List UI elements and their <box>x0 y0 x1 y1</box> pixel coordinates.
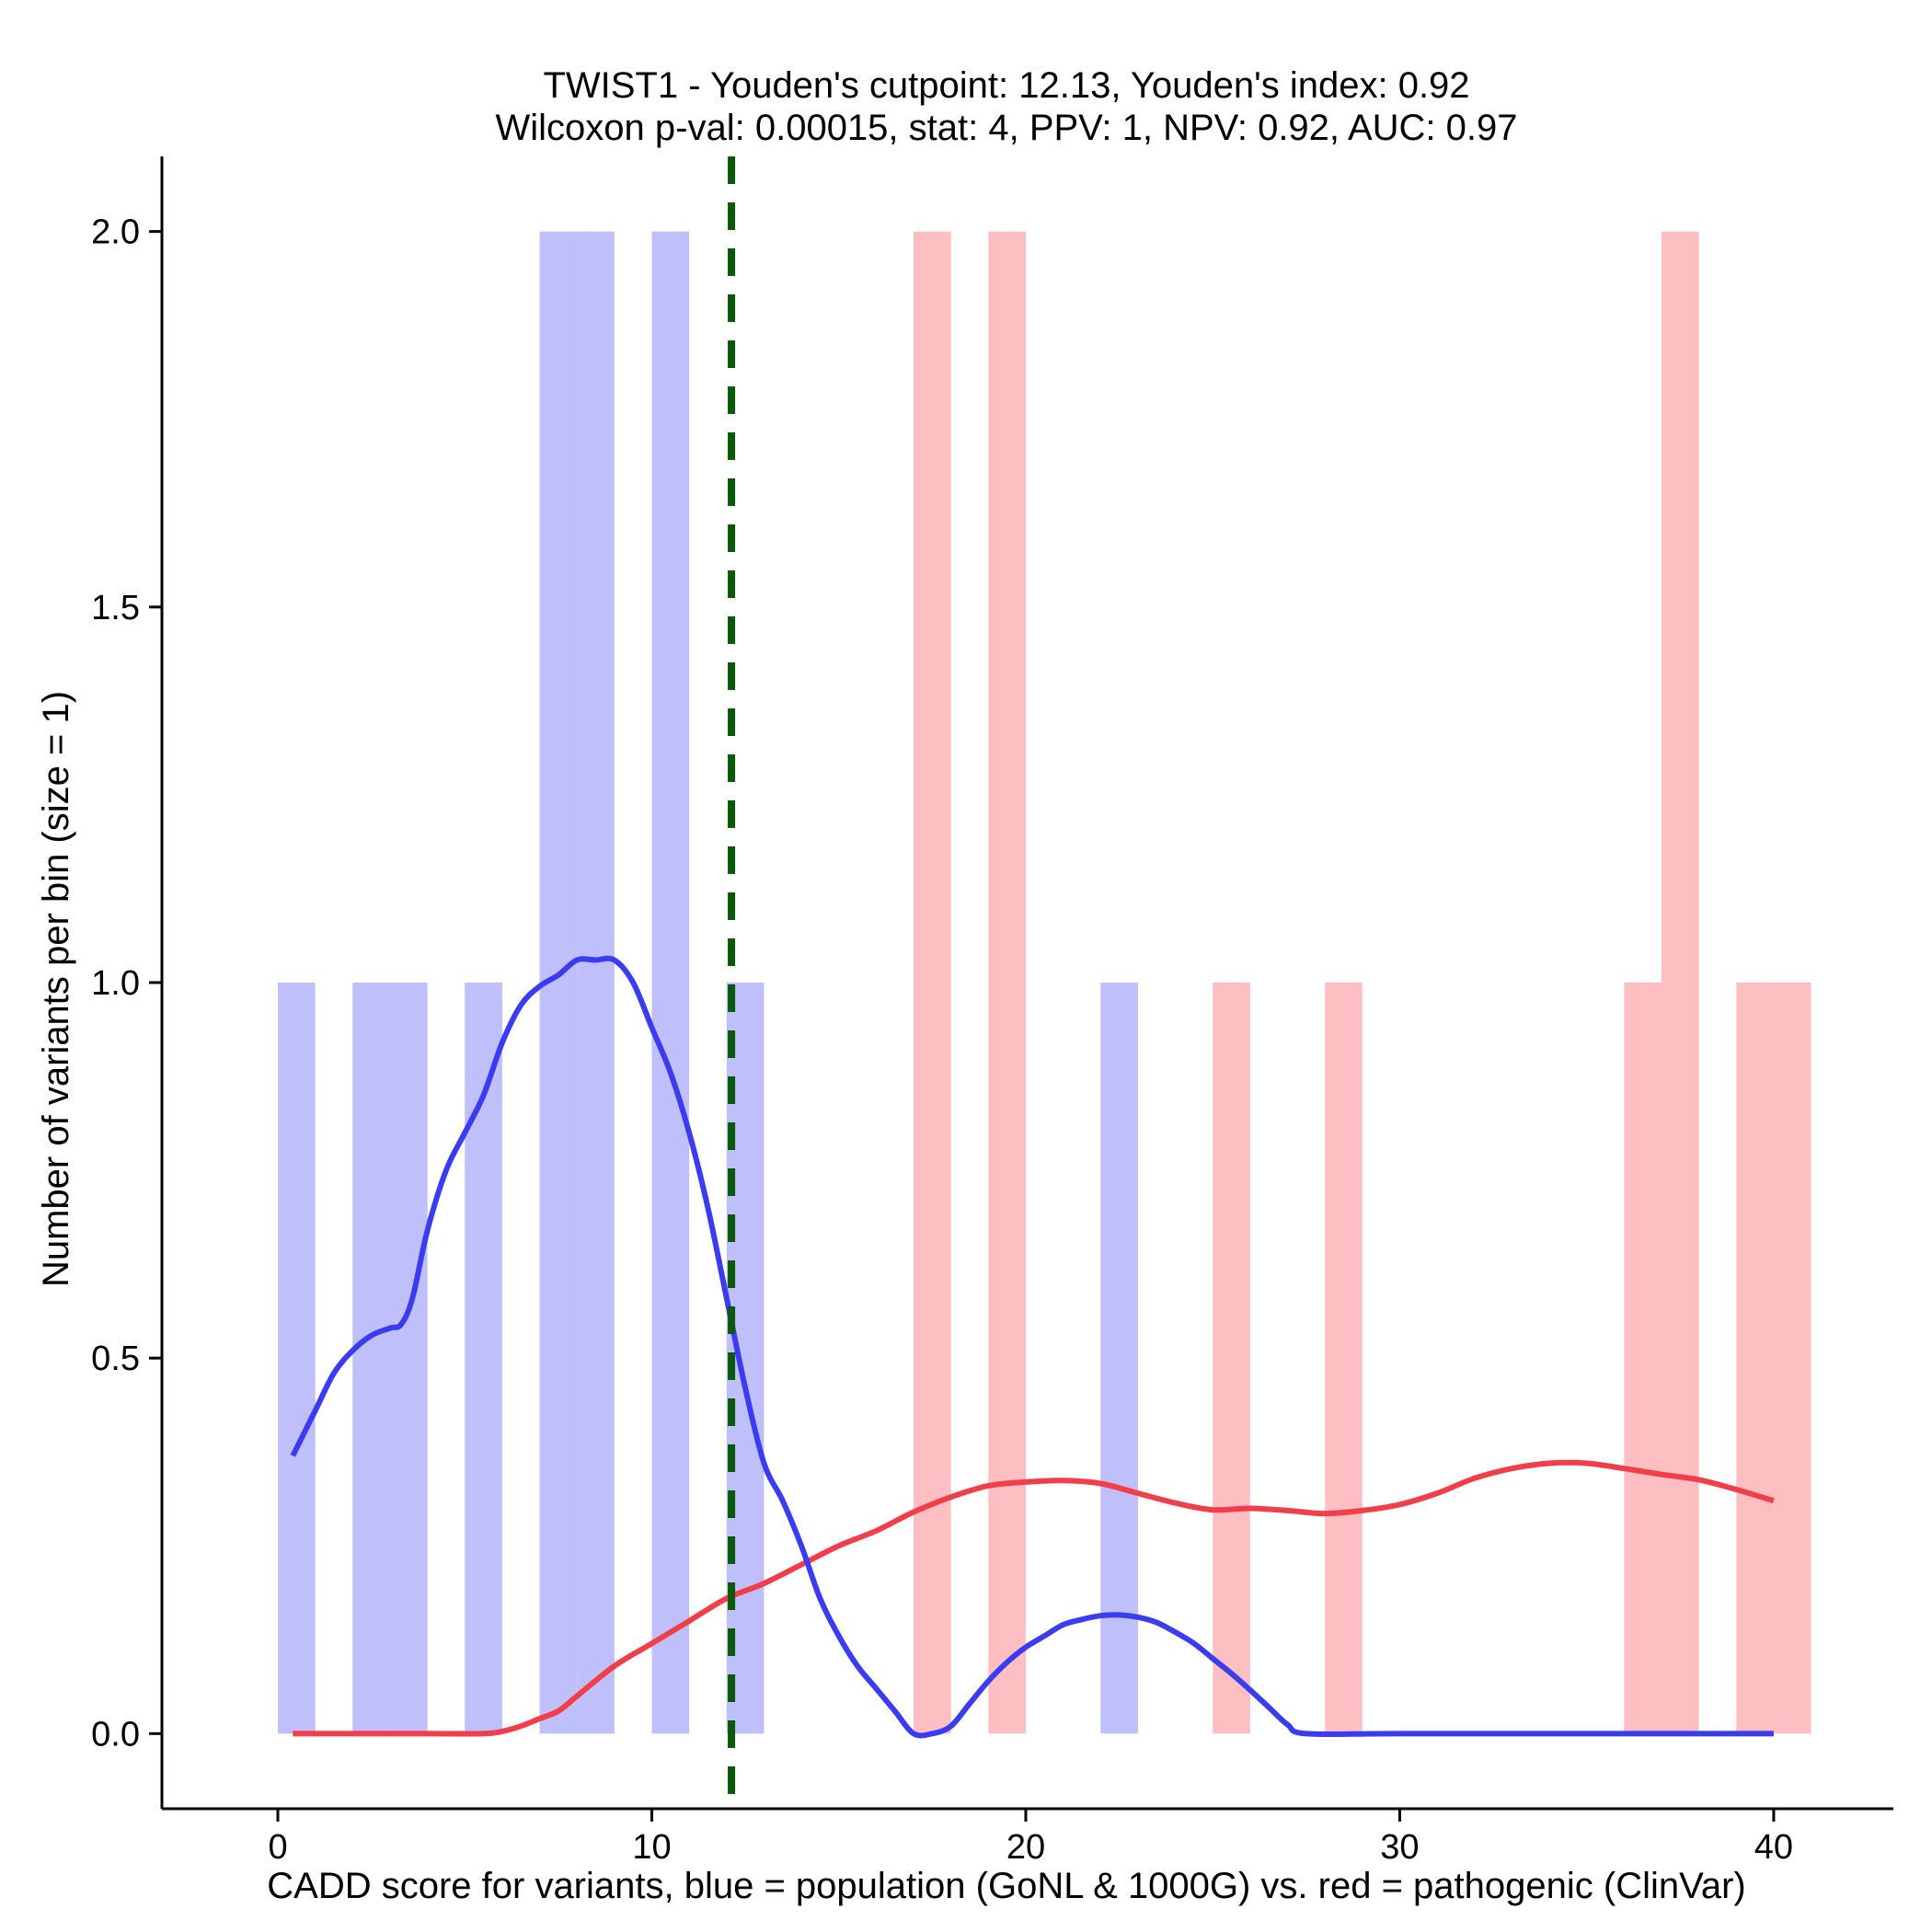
x-tick-label: 10 <box>632 1828 671 1867</box>
chart-title-line2: Wilcoxon p-val: 0.00015, stat: 4, PPV: 1… <box>496 108 1518 148</box>
x-tick-label: 40 <box>1754 1828 1793 1867</box>
pathogenic-bar <box>1325 983 1363 1734</box>
population-bar <box>389 983 428 1734</box>
pathogenic-bar <box>1736 983 1774 1734</box>
y-tick-label: 1.5 <box>91 589 140 627</box>
pathogenic-bars <box>914 231 1811 1734</box>
population-bar <box>465 983 502 1734</box>
pathogenic-bar <box>1213 983 1250 1734</box>
pathogenic-bar <box>988 231 1026 1734</box>
population-density-line <box>290 955 1774 1739</box>
y-tick-label: 2.0 <box>91 213 140 252</box>
y-tick-label: 1.0 <box>91 964 140 1003</box>
population-bar <box>278 983 316 1734</box>
population-bar <box>651 231 690 1734</box>
x-tick-label: 30 <box>1380 1828 1419 1867</box>
density-lines <box>290 955 1775 1739</box>
population-bar <box>352 983 390 1734</box>
y-axis-label: Number of variants per bin (size = 1) <box>36 691 76 1287</box>
y-tick-label: 0.5 <box>91 1340 140 1378</box>
pathogenic-bar <box>1624 983 1662 1734</box>
population-bar <box>1100 983 1138 1734</box>
tick-group: 0 10 20 30 40 0.0 0.5 1.0 1.5 2.0 <box>91 213 1793 1867</box>
pathogenic-bar <box>914 231 951 1734</box>
x-axis-label: CADD score for variants, blue = populati… <box>267 1866 1745 1906</box>
pathogenic-bar <box>1661 231 1699 1734</box>
pathogenic-bar <box>1773 983 1811 1734</box>
chart-title-line1: TWIST1 - Youden's cutpoint: 12.13, Youde… <box>543 65 1469 106</box>
population-bar <box>577 231 615 1734</box>
x-tick-label: 0 <box>268 1828 287 1867</box>
y-tick-label: 0.0 <box>91 1715 140 1754</box>
x-tick-label: 20 <box>1006 1828 1045 1867</box>
pathogenic-density-line <box>293 1459 1775 1737</box>
